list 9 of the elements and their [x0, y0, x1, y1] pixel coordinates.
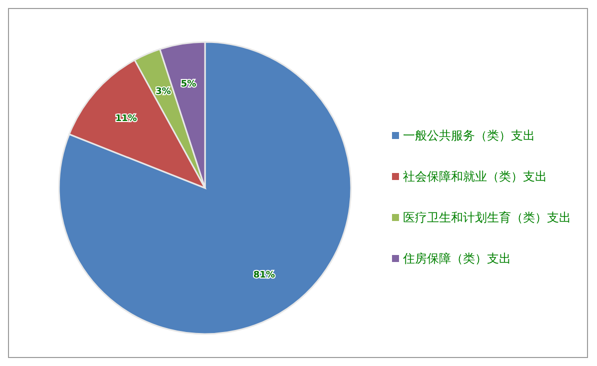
- legend-label: 一般公共服务（类）支出: [403, 128, 535, 142]
- legend-label: 住房保障（类）支出: [402, 251, 511, 266]
- data-label: 5%: [180, 80, 196, 90]
- data-label: 81%: [253, 270, 275, 280]
- pie-slice: [58, 41, 352, 335]
- legend-label: 社会保障和就业（类）支出: [403, 169, 547, 184]
- data-label: 11%: [115, 114, 137, 124]
- legend-label: 医疗卫生和计划生育（类）支出: [403, 210, 571, 224]
- data-label: 3%: [156, 86, 171, 97]
